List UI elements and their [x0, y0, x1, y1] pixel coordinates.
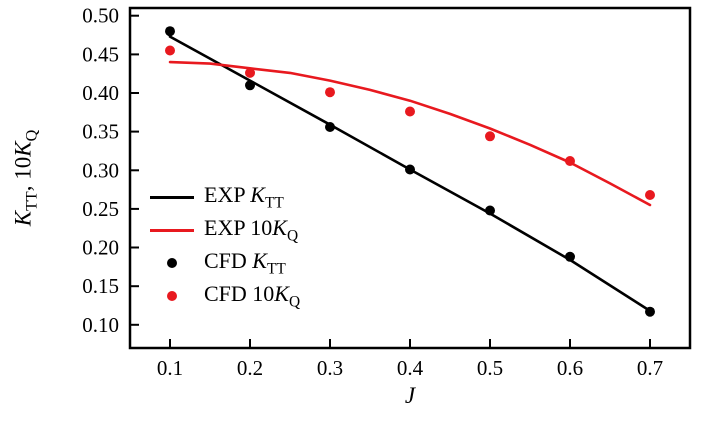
svg-text:0.5: 0.5	[477, 356, 503, 380]
legend-item-cfd-ktt: CFD KTT	[148, 247, 300, 278]
y-axis-label-sub1: TT	[23, 191, 41, 211]
legend: EXP KTT EXP 10KQ CFD KTT CFD 10KQ	[148, 181, 301, 316]
legend-label: EXP 10KQ	[204, 214, 299, 245]
legend-item-exp-10kq: EXP 10KQ	[148, 214, 300, 245]
svg-text:0.30: 0.30	[82, 158, 119, 182]
legend-item-exp-ktt: EXP KTT	[148, 181, 300, 212]
svg-text:0.4: 0.4	[397, 356, 424, 380]
y-axis-label-var2: K	[10, 141, 36, 157]
x-axis-label-text: J	[404, 383, 416, 408]
y-axis-label: KTT, 10KQ	[11, 130, 42, 226]
y-axis-label-mid: , 10	[10, 156, 36, 192]
legend-red-line-swatch	[148, 228, 196, 232]
svg-text:0.35: 0.35	[82, 120, 119, 144]
svg-text:0.7: 0.7	[637, 356, 663, 380]
legend-black-line-swatch	[148, 195, 196, 199]
legend-item-cfd-10kq: CFD 10KQ	[148, 280, 301, 311]
svg-text:0.15: 0.15	[82, 274, 119, 298]
legend-label: CFD 10KQ	[204, 280, 301, 311]
svg-text:0.45: 0.45	[82, 42, 119, 66]
legend-label: EXP KTT	[204, 181, 284, 212]
svg-text:0.2: 0.2	[237, 356, 263, 380]
x-axis-label: J	[130, 383, 690, 409]
svg-text:0.50: 0.50	[82, 4, 119, 28]
svg-text:0.1: 0.1	[157, 356, 183, 380]
svg-text:0.10: 0.10	[82, 313, 119, 337]
y-axis-label-sub2: Q	[23, 129, 41, 142]
legend-red-dot-swatch	[148, 291, 196, 301]
legend-label: CFD KTT	[204, 247, 286, 278]
svg-text:0.25: 0.25	[82, 197, 119, 221]
svg-text:0.6: 0.6	[557, 356, 583, 380]
svg-text:0.40: 0.40	[82, 81, 119, 105]
svg-text:0.20: 0.20	[82, 236, 119, 260]
legend-black-dot-swatch	[148, 258, 196, 268]
svg-text:0.3: 0.3	[317, 356, 343, 380]
y-axis-label-var1: K	[10, 210, 36, 227]
